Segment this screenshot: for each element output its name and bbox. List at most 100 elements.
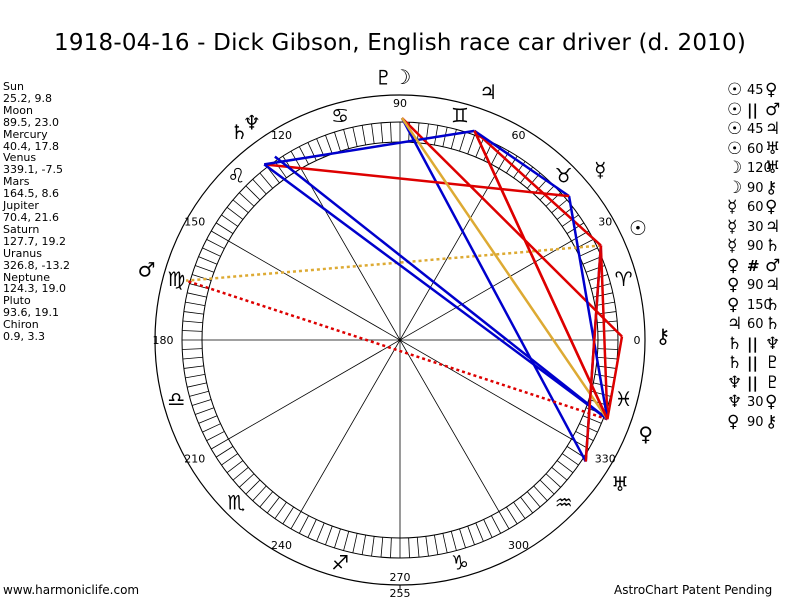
degree-label: 60 — [512, 129, 526, 142]
aspect-planet-1: ☉ — [727, 119, 743, 139]
aspect-planet-2: ♇ — [765, 353, 781, 373]
aspect-angle: 60 — [747, 200, 764, 215]
degree-tick — [483, 519, 493, 538]
aspect-row: ♄ || ♆ — [727, 333, 787, 355]
degree-tick — [182, 348, 203, 350]
degree-tick — [475, 522, 484, 542]
planet-coords: 326.8, -13.2 — [3, 258, 70, 272]
chart-title: 1918-04-16 - Dick Gibson, English race c… — [53, 30, 747, 56]
degree-tick — [498, 511, 510, 529]
aspect-planet-1: ♆ — [727, 372, 743, 393]
aspect-line — [264, 129, 475, 166]
aspect-planet-1: ♄ — [727, 333, 743, 354]
degree-tick — [545, 473, 561, 488]
degree-tick — [189, 390, 209, 397]
degree-tick — [450, 531, 457, 551]
degree-label: 210 — [184, 453, 205, 466]
degree-tick — [433, 125, 439, 146]
degree-tick — [450, 129, 457, 149]
degree-tick — [282, 506, 294, 525]
degree-tick — [380, 537, 384, 558]
aspect-planet-1: ♀ — [727, 294, 740, 315]
aspect-planet-1: ☿ — [727, 216, 738, 237]
degree-tick — [539, 479, 555, 495]
aspect-planet-2: ♃ — [765, 216, 781, 237]
degree-tick — [459, 528, 466, 549]
degree-tick — [187, 292, 207, 298]
zodiac-sign-glyph: ♋ — [331, 103, 349, 127]
aspect-planet-2: ⚷ — [765, 411, 778, 432]
degree-tick — [371, 123, 375, 144]
degree-tick — [232, 199, 249, 214]
degree-tick — [334, 131, 341, 152]
aspect-planet-2: ♂ — [765, 255, 781, 276]
degree-label: 30 — [598, 216, 612, 229]
degree-tick — [556, 460, 574, 474]
degree-tick — [266, 496, 280, 514]
aspect-angle: 90 — [747, 180, 764, 196]
degree-tick — [390, 537, 392, 558]
degree-tick — [211, 438, 229, 450]
degree-label: 240 — [271, 539, 292, 552]
aspect-row: ☉ || ♂ — [727, 99, 787, 121]
aspect-angle: || — [747, 100, 758, 119]
degree-tick — [215, 446, 234, 458]
aspect-line — [584, 245, 603, 462]
aspect-angle: 90 — [747, 239, 764, 254]
aspect-angle: 30 — [747, 219, 764, 235]
aspect-line — [606, 336, 624, 420]
aspect-planet-2: ♃ — [765, 275, 781, 295]
degree-tick — [561, 453, 579, 466]
zodiac-sign-glyph: ♓ — [615, 387, 633, 411]
degree-tick — [371, 536, 375, 557]
aspect-line — [185, 279, 608, 421]
zodiac-sign-glyph: ♍ — [167, 267, 185, 291]
site-link[interactable]: www.harmoniclife.com — [3, 583, 140, 597]
degree-tick — [226, 460, 244, 474]
aspect-angle: 30 — [747, 395, 764, 410]
planet-glyph: ♃ — [479, 80, 497, 104]
planet-name: Venus — [3, 151, 37, 165]
degree-tick — [274, 501, 287, 519]
planet-glyph: ♀ — [638, 422, 653, 446]
degree-tick — [245, 185, 261, 201]
degree-tick — [215, 222, 234, 234]
aspect-planet-2: ♅ — [765, 158, 781, 178]
degree-tick — [239, 192, 255, 207]
aspect-angle: 90 — [747, 278, 764, 293]
aspect-line — [274, 155, 609, 421]
aspect-row: ♆ || ♇ — [727, 372, 787, 394]
aspect-planet-1: ☿ — [727, 236, 738, 256]
aspect-planet-1: ☉ — [727, 138, 743, 159]
degree-tick — [390, 122, 392, 143]
degree-tick — [352, 127, 358, 147]
aspect-row: ♀ 90 ♃ — [727, 275, 787, 296]
degree-tick — [316, 522, 325, 542]
aspect-row: ♀ 90 ⚷ — [727, 411, 787, 433]
aspect-planet-2: ♆ — [765, 333, 781, 354]
degree-tick — [425, 123, 429, 144]
degree-tick — [526, 491, 541, 508]
degree-tick — [206, 238, 225, 249]
degree-tick — [259, 491, 274, 508]
degree-tick — [582, 415, 602, 424]
planet-glyph: ♇ — [375, 66, 393, 90]
wheel-spokes — [202, 142, 598, 538]
planet-glyph: ☿ — [594, 158, 606, 182]
zodiac-sign-glyph: ♐ — [331, 551, 349, 575]
degree-tick — [185, 301, 206, 307]
degree-tick — [206, 431, 225, 442]
degree-tick — [182, 330, 203, 332]
degree-label: 90 — [393, 97, 407, 110]
planet-name: Mercury — [3, 127, 48, 141]
aspect-planet-2: ♂ — [765, 99, 781, 120]
degree-tick — [226, 206, 244, 220]
degree-label: 180 — [153, 334, 174, 347]
aspect-lines — [185, 117, 624, 463]
planet-glyph: ♄ — [230, 120, 248, 144]
aspect-line — [263, 163, 609, 421]
planet-glyphs: ☉ ☽ ☿ ♀ ♂ ♃ ♄ ♅ ♆ ♇ ⚷ — [138, 65, 671, 496]
zodiac-sign-glyph: ♒ — [555, 491, 573, 515]
aspect-planet-2: ♅ — [765, 138, 781, 159]
